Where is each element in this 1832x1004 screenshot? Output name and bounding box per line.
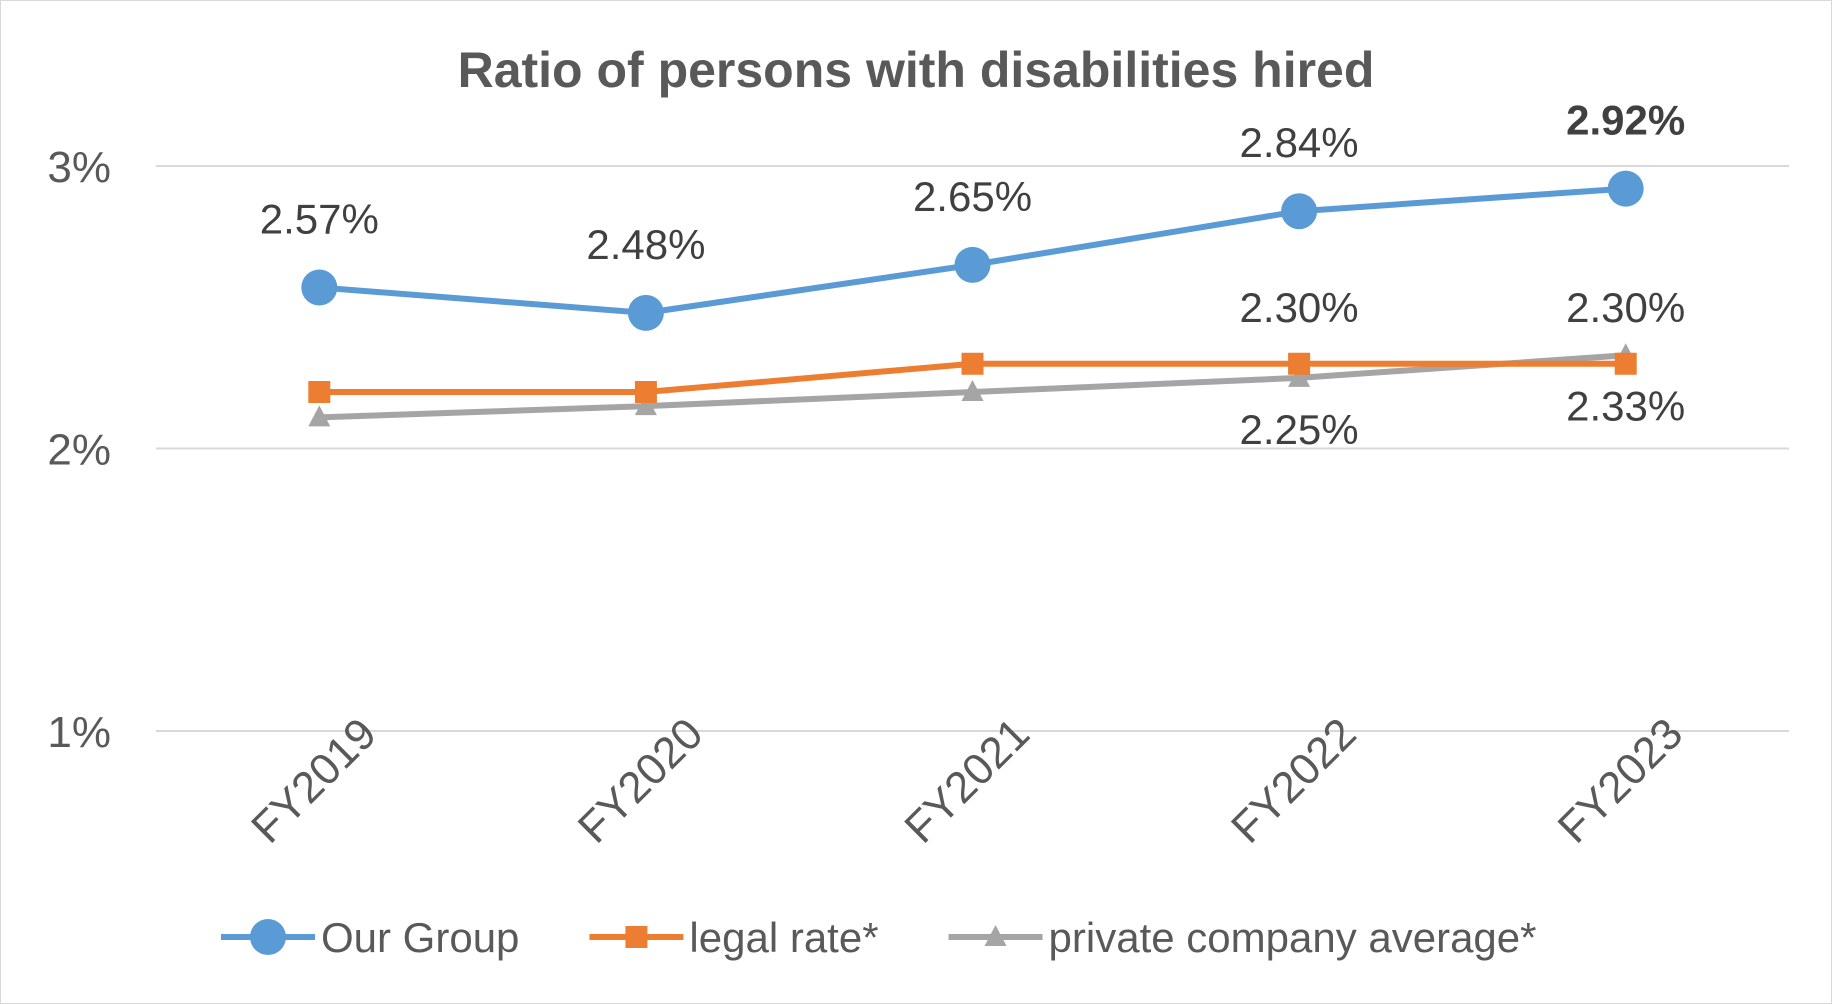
gridlines [156, 165, 1789, 732]
y-tick-label: 1% [47, 708, 111, 757]
data-label: 2.57% [260, 195, 379, 242]
chart-title: Ratio of persons with disabilities hired [458, 42, 1375, 98]
data-point-legal-rate [634, 381, 657, 403]
data-label: 2.30% [1240, 284, 1359, 331]
series-legal-rate [308, 352, 1637, 403]
data-point-private-company-average [308, 405, 331, 427]
legend-label: Our Group [321, 914, 519, 961]
data-point-our-group [301, 269, 338, 306]
legend: Our Group legal rate* private company aver… [221, 914, 1537, 961]
data-label: 2.65% [913, 173, 1032, 220]
legend-marker [625, 926, 648, 948]
series-lines [301, 170, 1644, 427]
data-point-private-company-average [1288, 365, 1311, 387]
series-our-group [301, 170, 1644, 331]
legend-label: private company average* [1049, 914, 1537, 961]
data-point-legal-rate [308, 381, 331, 403]
data-label: 2.25% [1240, 406, 1359, 453]
legend-marker [250, 919, 286, 955]
data-point-legal-rate [1288, 352, 1311, 375]
y-tick-label: 3% [47, 143, 111, 192]
data-point-our-group [1281, 193, 1318, 230]
data-point-our-group [954, 246, 991, 283]
data-point-legal-rate [1614, 352, 1637, 375]
legend-label: legal rate* [689, 914, 878, 961]
data-point-private-company-average [634, 394, 657, 416]
data-label: 2.48% [586, 221, 705, 268]
data-point-our-group [1607, 170, 1644, 207]
data-label: 2.30% [1566, 284, 1685, 331]
data-label: 2.92% [1566, 97, 1685, 144]
data-label: 2.33% [1566, 382, 1685, 429]
legend-item-private-company-average: private company average* [948, 914, 1537, 961]
y-axis-ticks: 1% 2% 3% [47, 143, 111, 757]
legend-item-our-group: Our Group [221, 914, 519, 961]
legend-marker [984, 925, 1007, 946]
data-point-private-company-average [961, 380, 984, 401]
data-label: 2.84% [1240, 119, 1359, 166]
data-point-legal-rate [961, 352, 984, 375]
data-labels: 2.57% 2.48% 2.65% 2.84% 2.92% 2.30% 2.30% 2.25%… [260, 97, 1685, 453]
legend-item-legal-rate: legal rate* [589, 914, 879, 961]
data-point-our-group [627, 294, 664, 331]
y-tick-label: 2% [47, 426, 111, 475]
